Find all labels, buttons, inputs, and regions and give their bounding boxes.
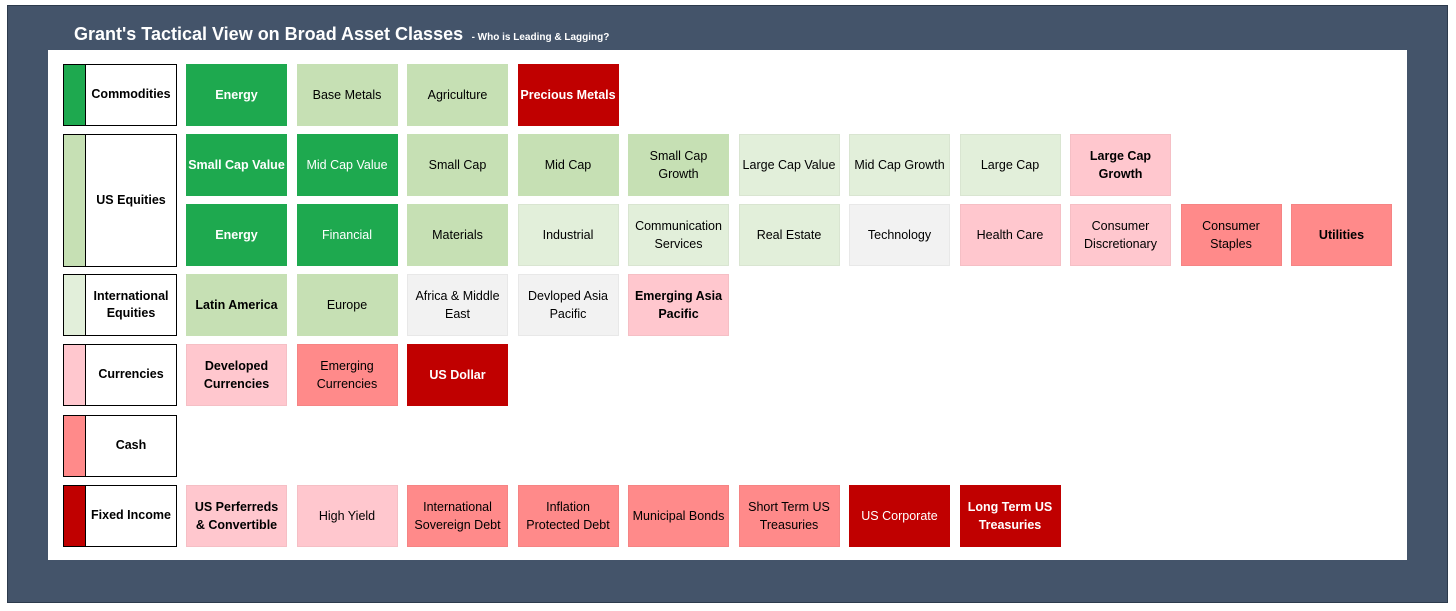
category-color-swatch	[64, 135, 86, 266]
asset-tile-utilities: Utilities	[1291, 204, 1392, 266]
asset-tile-financial: Financial	[296, 204, 398, 266]
asset-tile-consumer-discretionary: Consumer Discretionary	[1070, 204, 1171, 266]
asset-tile-short-term-us-treasuries: Short Term US Treasuries	[738, 485, 840, 547]
asset-tile-health-care: Health Care	[959, 204, 1061, 266]
asset-tile-us-corporate: US Corporate	[849, 485, 950, 547]
asset-tile-energy: Energy	[186, 204, 287, 266]
asset-tile-large-cap: Large Cap	[959, 134, 1061, 196]
category-color-swatch	[64, 65, 86, 125]
category-label: Cash	[115, 438, 147, 453]
heatmap-panel: Commodities US Equities International Equi…	[48, 50, 1407, 560]
category-label: US Equities	[96, 192, 166, 207]
asset-tile-materials: Materials	[407, 204, 508, 266]
asset-tile-large-cap-growth: Large Cap Growth	[1070, 134, 1171, 196]
asset-tile-small-cap-growth: Small Cap Growth	[628, 134, 729, 196]
asset-tile-high-yield: High Yield	[296, 485, 398, 547]
asset-tile-mid-cap-value: Mid Cap Value	[296, 134, 398, 196]
category-label: Currencies	[98, 367, 164, 382]
asset-tile-long-term-us-treasuries: Long Term US Treasuries	[959, 485, 1061, 547]
category-color-swatch	[64, 275, 86, 335]
category-commodities: Commodities	[63, 64, 177, 126]
asset-tile-industrial: Industrial	[517, 204, 619, 266]
category-color-swatch	[64, 345, 86, 405]
page-title: Grant's Tactical View on Broad Asset Cla…	[74, 24, 464, 44]
asset-tile-precious-metals: Precious Metals	[517, 64, 619, 126]
asset-tile-consumer-staples: Consumer Staples	[1180, 204, 1282, 266]
category-label: International Equities	[93, 288, 169, 321]
asset-tile-europe: Europe	[296, 274, 398, 336]
title-bar: Grant's Tactical View on Broad Asset Cla…	[74, 24, 609, 45]
asset-tile-latin-america: Latin America	[186, 274, 287, 336]
category-fixed-income: Fixed Income	[63, 485, 177, 547]
category-label: Fixed Income	[91, 508, 171, 523]
asset-tile-mid-cap: Mid Cap	[517, 134, 619, 196]
asset-tile-technology: Technology	[849, 204, 950, 266]
asset-tile-us-dollar: US Dollar	[407, 344, 508, 406]
asset-tile-real-estate: Real Estate	[738, 204, 840, 266]
asset-tile-small-cap: Small Cap	[407, 134, 508, 196]
asset-tile-small-cap-value: Small Cap Value	[186, 134, 287, 196]
asset-tile-energy: Energy	[186, 64, 287, 126]
category-international-equities: International Equities	[63, 274, 177, 336]
category-currencies: Currencies	[63, 344, 177, 406]
category-color-swatch	[64, 486, 86, 546]
asset-tile-mid-cap-growth: Mid Cap Growth	[849, 134, 950, 196]
category-us-equities: US Equities	[63, 134, 177, 267]
asset-tile-communication-services: Communication Services	[628, 204, 729, 266]
asset-tile-emerging-asia-pacific: Emerging Asia Pacific	[628, 274, 729, 336]
category-color-swatch	[64, 416, 86, 476]
asset-tile-africa-and-middle-east: Africa & Middle East	[407, 274, 508, 336]
asset-tile-developed-currencies: Developed Currencies	[186, 344, 287, 406]
asset-tile-large-cap-value: Large Cap Value	[738, 134, 840, 196]
asset-tile-municipal-bonds: Municipal Bonds	[628, 485, 729, 547]
page-subtitle: - Who is Leading & Lagging?	[471, 32, 610, 43]
category-cash: Cash	[63, 415, 177, 477]
asset-tile-inflation-protected-debt: Inflation Protected Debt	[517, 485, 619, 547]
asset-tile-devloped-asia-pacific: Devloped Asia Pacific	[517, 274, 619, 336]
asset-tile-agriculture: Agriculture	[407, 64, 508, 126]
asset-tile-international-sovereign-debt: International Sovereign Debt	[407, 485, 508, 547]
asset-tile-us-perferreds-and-convertible: US Perferreds & Convertible	[186, 485, 287, 547]
category-label: Commodities	[91, 87, 171, 102]
asset-tile-emerging-currencies: Emerging Currencies	[296, 344, 398, 406]
asset-tile-base-metals: Base Metals	[296, 64, 398, 126]
